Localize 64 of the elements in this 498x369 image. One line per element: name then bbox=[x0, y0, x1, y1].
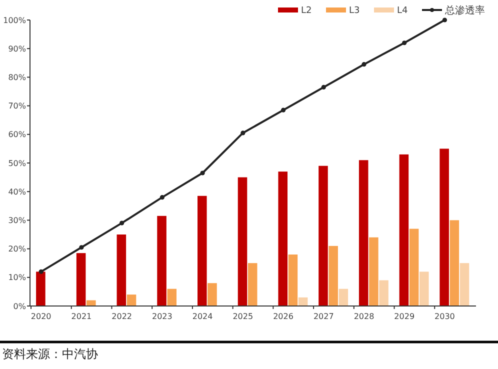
bar bbox=[369, 237, 378, 306]
y-tick-label: 30% bbox=[8, 216, 26, 225]
x-tick-label: 2022 bbox=[112, 312, 132, 321]
bar bbox=[76, 253, 86, 306]
bar bbox=[126, 294, 136, 306]
point bbox=[362, 62, 366, 67]
bar bbox=[238, 177, 248, 306]
y-tick-label: 60% bbox=[8, 130, 26, 140]
point bbox=[402, 40, 407, 46]
y-tick-label: 20% bbox=[8, 244, 26, 254]
x-tick-label: 2021 bbox=[71, 312, 92, 321]
bar bbox=[288, 254, 298, 306]
x-tick-label: 2028 bbox=[354, 312, 374, 321]
bar bbox=[460, 263, 470, 306]
bar bbox=[208, 283, 217, 306]
bar bbox=[419, 272, 429, 306]
bar bbox=[318, 166, 328, 306]
bar bbox=[440, 148, 449, 306]
y-tick-label: 10% bbox=[8, 273, 26, 282]
x-tick-label: 2029 bbox=[394, 312, 415, 321]
y-tick-label: 70% bbox=[8, 102, 26, 111]
point bbox=[321, 84, 326, 90]
y-tick-label: 50% bbox=[8, 158, 26, 168]
legend-label: L4 bbox=[397, 6, 408, 16]
x-tick-label: 2020 bbox=[30, 312, 52, 321]
y-tick-label: 100% bbox=[3, 16, 26, 25]
bar bbox=[338, 288, 348, 306]
bar bbox=[399, 154, 409, 306]
x-tick-label: 2025 bbox=[232, 312, 254, 321]
point bbox=[240, 130, 246, 136]
y-tick-label: 0% bbox=[13, 302, 26, 311]
point bbox=[442, 18, 448, 22]
point bbox=[200, 170, 205, 176]
x-tick-label: 2030 bbox=[434, 312, 455, 321]
bar bbox=[116, 234, 126, 306]
text: 资料来源：中汽协 bbox=[2, 347, 98, 361]
bar bbox=[298, 297, 308, 306]
y-tick-label: 80% bbox=[8, 73, 26, 82]
x-tick-label: 2023 bbox=[152, 312, 172, 321]
legend-label: 总渗透率 bbox=[444, 4, 485, 16]
y-tick-label: 40% bbox=[8, 187, 26, 196]
bar bbox=[157, 216, 166, 306]
bar bbox=[379, 280, 388, 306]
legend-label: L2 bbox=[301, 6, 312, 16]
bar bbox=[167, 288, 177, 306]
bar bbox=[198, 196, 207, 306]
bar bbox=[86, 300, 96, 306]
x-tick-label: 2024 bbox=[192, 312, 213, 321]
point bbox=[38, 269, 44, 274]
bar bbox=[36, 272, 46, 306]
point bbox=[280, 108, 286, 112]
y-tick-label: 90% bbox=[8, 44, 26, 54]
point bbox=[79, 245, 84, 250]
point bbox=[160, 195, 164, 200]
x-tick-label: 2027 bbox=[313, 312, 334, 321]
bar bbox=[248, 263, 258, 306]
x-tick-label: 2026 bbox=[273, 312, 294, 321]
bar bbox=[409, 228, 419, 306]
legend-label: L3 bbox=[349, 6, 360, 16]
bar bbox=[450, 220, 460, 306]
bar bbox=[328, 246, 338, 306]
point bbox=[120, 220, 124, 226]
bar bbox=[358, 160, 368, 306]
bar bbox=[278, 172, 288, 306]
